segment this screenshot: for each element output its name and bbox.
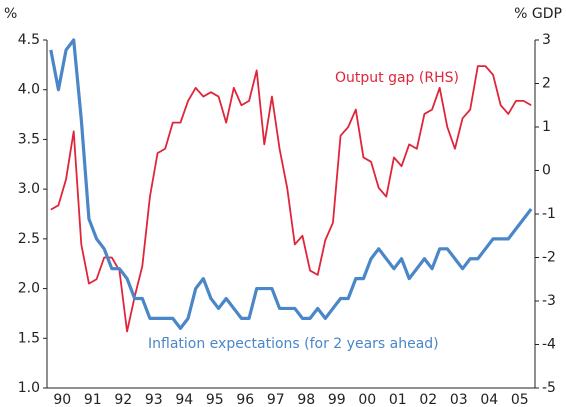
series-label: Inflation expectations (for 2 years ahea…	[148, 336, 439, 352]
y2-tick-label: -3	[542, 293, 556, 309]
x-tick-label: 04	[480, 392, 498, 407]
y2-tick-label: -5	[542, 380, 556, 396]
y2-tick-label: 1	[542, 119, 551, 135]
series-label: Output gap (RHS)	[335, 70, 459, 86]
series-line	[49, 38, 533, 330]
x-tick-label: 05	[511, 392, 529, 407]
y-tick-label: 4.0	[18, 82, 40, 98]
x-tick-label: 93	[145, 392, 163, 407]
x-tick-label: 97	[267, 392, 285, 407]
x-tick-label: 96	[236, 392, 254, 407]
y-tick-label: 4.5	[18, 32, 40, 48]
y2-tick-label: -2	[542, 250, 556, 266]
series-line	[50, 65, 532, 333]
x-tick-label: 91	[84, 392, 102, 407]
y2-tick-label: 2	[542, 76, 551, 92]
y2-tick-label: -1	[542, 206, 556, 222]
y-axis-label: %	[4, 6, 17, 22]
y2-tick-label: -4	[542, 337, 556, 353]
y-tick-label: 3.5	[18, 131, 40, 147]
x-tick-label: 90	[53, 392, 71, 407]
y-tick-label: 3.0	[18, 181, 40, 197]
y-tick-label: 2.5	[18, 231, 40, 247]
y2-tick-label: 0	[542, 163, 551, 179]
x-tick-label: 03	[450, 392, 468, 407]
y-tick-label: 1.5	[18, 330, 40, 346]
x-tick-label: 95	[206, 392, 224, 407]
x-tick-label: 00	[358, 392, 376, 407]
x-tick-label: 99	[328, 392, 346, 407]
y-tick-label: 2.0	[18, 281, 40, 297]
x-tick-label: 01	[389, 392, 407, 407]
y2-tick-label: 3	[542, 32, 551, 48]
y2-axis-label: % GDP	[514, 6, 562, 22]
y-tick-label: 1.0	[18, 380, 40, 396]
x-tick-label: 92	[114, 392, 132, 407]
x-tick-label: 98	[297, 392, 315, 407]
x-tick-label: 02	[419, 392, 437, 407]
x-tick-label: 94	[175, 392, 193, 407]
